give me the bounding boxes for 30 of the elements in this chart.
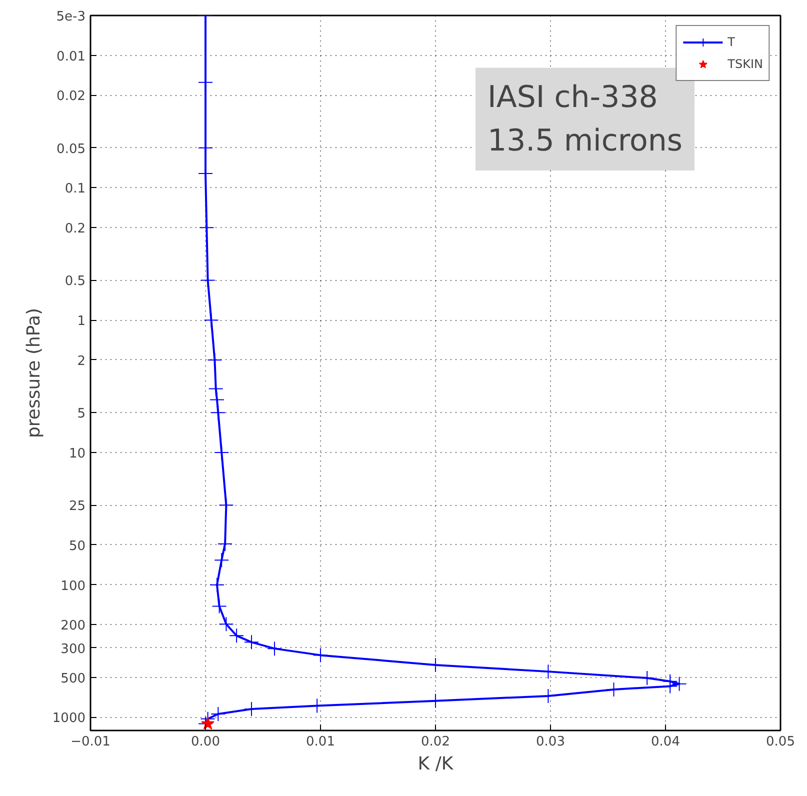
y-tick-label: 5 [77, 406, 86, 422]
annotation: IASI ch-338 13.5 microns [488, 80, 683, 158]
x-tick-label: 0.03 [536, 734, 565, 750]
y-tick-label: 1 [77, 314, 86, 330]
x-tick-label: 0.00 [191, 734, 220, 750]
x-tick-label: 0.01 [306, 734, 335, 750]
y-tick-label: 25 [68, 499, 86, 514]
y-tick-label: 100 [60, 578, 86, 594]
y-tick-label: 0.2 [64, 222, 86, 237]
x-tick-label: 0.02 [421, 734, 450, 750]
x-tick-label: −0.01 [70, 734, 110, 750]
y-tick-label: 0.1 [64, 182, 86, 197]
x-tick-label: 0.04 [651, 734, 680, 750]
y-tick-label: 2 [77, 354, 86, 369]
legend-label: TSKIN [728, 57, 763, 71]
y-tick-label: 50 [68, 538, 86, 554]
y-tick-label: 5e-3 [56, 10, 86, 24]
y-tick-label: 0.5 [64, 274, 86, 290]
y-tick-label: 500 [60, 671, 86, 686]
y-axis-title: pressure (hPa) [23, 308, 44, 438]
y-tick-label: 10 [68, 446, 86, 462]
y-tick-label: 1000 [52, 711, 86, 726]
y-tick-label: 0.01 [56, 49, 86, 64]
y-tick-label: 200 [60, 618, 86, 634]
x-tick-label: 0.05 [766, 734, 795, 750]
legend-label: T [728, 35, 736, 49]
x-axis-title: K /K [418, 754, 454, 774]
y-tick-label: 0.02 [56, 89, 86, 104]
y-tick-label: 0.05 [56, 142, 86, 157]
y-tick-label: 300 [60, 642, 86, 657]
